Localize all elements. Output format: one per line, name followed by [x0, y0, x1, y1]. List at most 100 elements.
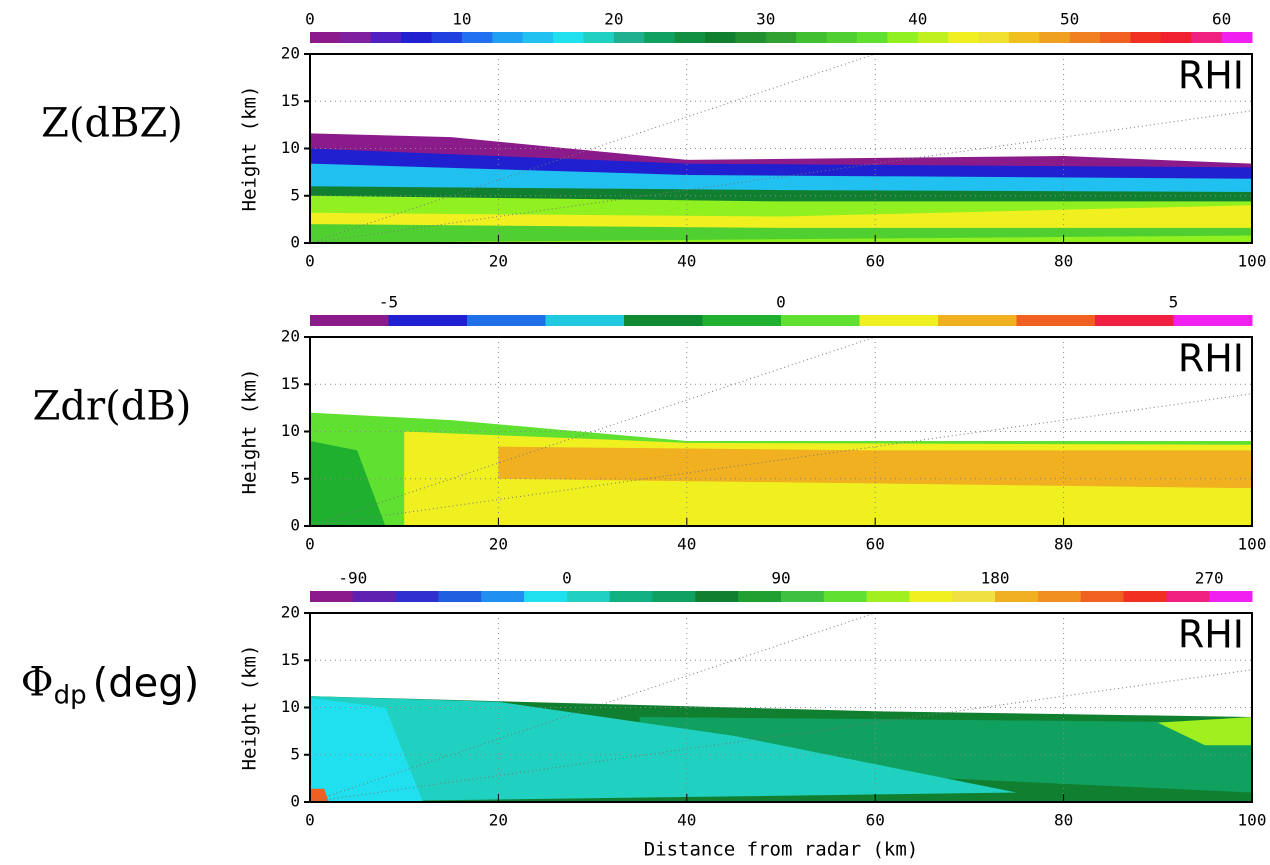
field-region	[310, 696, 1017, 802]
x-tick-label: 100	[1238, 252, 1267, 271]
colorbar-tick-label: 5	[1169, 293, 1179, 312]
colorbar-segment	[952, 591, 996, 602]
y-tick-label: 0	[290, 516, 300, 535]
radar-field	[310, 337, 1252, 526]
elevation-line	[310, 110, 1252, 243]
colorbar-segment	[856, 32, 888, 43]
x-tick-label: 80	[1054, 252, 1073, 271]
plot-frame	[309, 612, 1253, 803]
field-region	[1157, 716, 1252, 746]
colorbar-segment	[431, 32, 463, 43]
panel-label: Z(dBZ)	[41, 101, 183, 147]
colorbar-segment	[1160, 32, 1192, 43]
colorbar-segment	[1221, 32, 1253, 43]
x-tick-label: 0	[305, 252, 315, 271]
y-tick-label: 5	[290, 744, 300, 763]
elevation-line	[310, 669, 1252, 802]
x-tick-label: 60	[866, 811, 885, 830]
x-axis-label: Distance from radar (km)	[644, 839, 919, 861]
colorbar-segment	[695, 591, 739, 602]
panel-label-text: Zdr(dB)	[33, 384, 192, 430]
colorbar-segment	[522, 32, 554, 43]
y-axis-label: Height (km)	[239, 369, 261, 495]
colorbar-segment	[887, 32, 919, 43]
colorbar-tick-label: 40	[908, 10, 927, 29]
colorbar-segment	[438, 591, 482, 602]
colorbar-segment	[613, 32, 645, 43]
y-tick-label: 10	[281, 421, 300, 440]
colorbar-tick-label: 0	[305, 10, 315, 29]
radar-field	[310, 54, 1252, 243]
colorbar-segment	[467, 315, 546, 326]
x-tick-label: 60	[866, 535, 885, 554]
x-tick-label: 20	[489, 811, 508, 830]
panel-label-unit: (deg)	[93, 661, 200, 707]
colorbar-segment	[1166, 591, 1210, 602]
plot-frame	[309, 336, 1253, 527]
x-tick-label: 100	[1238, 811, 1267, 830]
colorbar-tick-label: 90	[771, 569, 790, 588]
colorbar-segment	[652, 591, 696, 602]
elevation-line	[310, 613, 876, 802]
colorbar-segment	[1016, 315, 1096, 326]
colorbar-segment	[492, 32, 524, 43]
colorbar-segment	[310, 315, 389, 326]
y-tick-label: 20	[281, 44, 300, 63]
colorbar-segment	[370, 32, 402, 43]
colorbar-segment	[566, 591, 611, 602]
panel: 0 5 10 15 20 0 20 40 60 80 100 -5 0 5 RHI Height (km) Zd…	[33, 293, 1267, 554]
colorbar-segment	[624, 315, 703, 326]
colorbar-segment	[995, 591, 1039, 602]
elevation-line	[310, 54, 876, 243]
panel-label-text: Φ	[21, 660, 54, 706]
colorbar-segment	[1123, 591, 1167, 602]
colorbar-segment	[735, 32, 767, 43]
colorbar-tick-label: 10	[452, 10, 471, 29]
x-tick-label: 0	[305, 535, 315, 554]
colorbar-segment	[738, 591, 782, 602]
x-tick-label: 40	[677, 535, 696, 554]
colorbar-segment	[948, 32, 980, 43]
y-tick-label: 20	[281, 327, 300, 346]
panel-label: Φdp (deg)	[21, 660, 199, 711]
x-tick-label: 0	[305, 811, 315, 830]
colorbar-segment	[553, 32, 584, 43]
colorbar-segment	[823, 591, 868, 602]
colorbar-tick-label: 0	[776, 293, 786, 312]
colorbar-tick-label: 30	[756, 10, 775, 29]
colorbar-tick-label: 180	[981, 569, 1010, 588]
panel-label: Zdr(dB)	[33, 384, 192, 430]
field-region	[310, 440, 386, 526]
colorbar-segment	[461, 32, 493, 43]
y-axis-label: Height (km)	[239, 86, 261, 212]
colorbar-tick-label: -5	[379, 293, 398, 312]
colorbar-segment	[1037, 591, 1082, 602]
x-tick-label: 20	[489, 535, 508, 554]
colorbar-tick-label: 0	[562, 569, 572, 588]
panel: 0 5 10 15 20 0 20 40 60 80 100 -90 0 90 180 270 RHI Heigh…	[21, 569, 1267, 861]
colorbar-segment	[938, 315, 1017, 326]
y-tick-label: 10	[281, 138, 300, 157]
colorbar-segment	[826, 32, 858, 43]
y-tick-label: 0	[290, 792, 300, 811]
colorbar-segment	[1069, 32, 1101, 43]
colorbar-segment	[1191, 32, 1223, 43]
x-tick-label: 40	[677, 252, 696, 271]
y-axis-label: Height (km)	[239, 645, 261, 771]
x-tick-label: 80	[1054, 535, 1073, 554]
y-tick-label: 15	[281, 650, 300, 669]
y-tick-label: 0	[290, 233, 300, 252]
colorbar-segment	[310, 591, 354, 602]
panel-label-text: Z(dBZ)	[41, 101, 183, 147]
colorbar-segment	[1173, 315, 1253, 326]
annotation: RHI	[1178, 613, 1244, 657]
colorbar-segment	[781, 315, 860, 326]
colorbar-segment	[644, 32, 676, 43]
colorbar-segment	[765, 32, 797, 43]
colorbar-segment	[781, 591, 825, 602]
colorbar-segment	[609, 591, 654, 602]
colorbar-tick-label: 60	[1212, 10, 1231, 29]
colorbar-segment	[310, 32, 341, 43]
colorbar-segment	[340, 32, 372, 43]
